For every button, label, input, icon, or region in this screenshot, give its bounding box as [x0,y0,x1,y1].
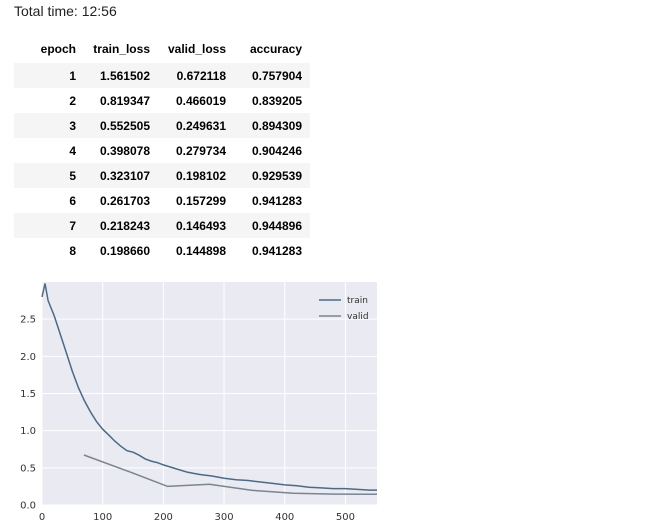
cell-epoch: 6 [69,193,76,208]
table-row: 5 0.323107 0.198102 0.929539 [14,163,310,188]
x-tick-label: 200 [154,512,173,523]
cell-train-loss: 0.552505 [99,118,150,133]
cell-accuracy: 0.839205 [251,93,302,108]
cell-train-loss: 0.261703 [99,193,150,208]
cell-valid-loss: 0.672118 [176,68,226,83]
cell-valid-loss: 0.157299 [175,193,226,208]
table-row: 6 0.261703 0.157299 0.941283 [14,188,310,213]
cell-train-loss: 0.323107 [99,168,150,183]
cell-accuracy: 0.941283 [251,193,302,208]
cell-valid-loss: 0.144898 [175,243,226,258]
x-tick-label: 400 [275,512,294,523]
table-row: 4 0.398078 0.279734 0.904246 [14,138,310,163]
column-header-valid-loss: valid_loss [167,42,226,56]
legend-label-valid: valid [347,312,369,322]
y-tick-label: 1.0 [20,426,36,437]
table-row: 7 0.218243 0.146493 0.944896 [14,213,310,238]
cell-valid-loss: 0.146493 [175,218,226,233]
cell-train-loss: 1.561502 [99,68,150,83]
y-tick-label: 0.5 [20,463,36,474]
x-tick-label: 0 [39,512,45,523]
series-line-valid [83,454,378,495]
table-row: 8 0.198660 0.144898 0.941283 [14,238,310,263]
cell-epoch: 2 [69,93,76,108]
cell-accuracy: 0.929539 [251,168,302,183]
legend-label-train: train [347,296,368,306]
y-tick-label: 2.5 [20,315,36,326]
table-row: 2 0.819347 0.466019 0.839205 [14,88,310,113]
cell-epoch: 4 [69,143,76,158]
cell-valid-loss: 0.466019 [175,93,226,108]
y-tick-label: 2.0 [20,352,36,363]
cell-accuracy: 0.941283 [251,243,302,258]
cell-accuracy: 0.757904 [251,68,302,83]
column-header-epoch: epoch [40,42,76,56]
cell-accuracy: 0.904246 [251,143,302,158]
loss-chart: 0.0 0.5 1.0 1.5 2.0 2.5 0 100 200 300 400 500 train v… [20,282,378,523]
cell-accuracy: 0.894309 [251,118,302,133]
cell-valid-loss: 0.279734 [175,143,226,158]
series-line-train [41,283,377,491]
training-results-table: epoch train_loss valid_loss accuracy 1 1… [14,37,310,263]
cell-train-loss: 0.398078 [99,143,150,158]
cell-epoch: 3 [69,118,76,133]
cell-epoch: 8 [69,243,76,258]
cell-epoch: 1 [69,68,76,83]
cell-valid-loss: 0.198102 [175,168,226,183]
table-row: 3 0.552505 0.249631 0.894309 [14,113,310,138]
cell-valid-loss: 0.249631 [175,118,226,133]
cell-epoch: 5 [69,168,76,183]
cell-epoch: 7 [69,218,76,233]
table-row: 1 1.561502 0.672118 0.757904 [14,63,310,88]
cell-accuracy: 0.944896 [251,218,302,233]
total-time-label: Total time: 12:56 [14,3,117,19]
table-header-row: epoch train_loss valid_loss accuracy [14,37,310,63]
x-tick-label: 500 [336,512,355,523]
cell-train-loss: 0.819347 [99,93,150,108]
column-header-accuracy: accuracy [249,42,302,56]
y-tick-label: 0.0 [20,501,36,512]
x-tick-label: 300 [215,512,234,523]
y-tick-label: 1.5 [20,389,36,400]
cell-train-loss: 0.218243 [99,218,150,233]
column-header-train-loss: train_loss [93,42,150,56]
cell-train-loss: 0.198660 [99,243,150,258]
x-tick-label: 100 [93,512,112,523]
